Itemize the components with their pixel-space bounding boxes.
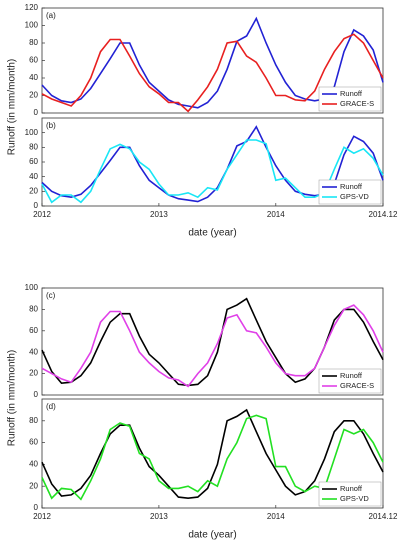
series-line: [41, 33, 384, 113]
y-tick-label: 100: [25, 21, 39, 30]
y-tick-label: 60: [29, 326, 38, 335]
legend-label: GPS-VD: [340, 494, 369, 503]
x-tick-label: 2014: [267, 512, 285, 521]
legend-label: GRACE-S: [340, 99, 374, 108]
y-tick-label: 40: [29, 73, 38, 82]
y-tick-label: 100: [25, 128, 39, 137]
y-tick-label: 80: [29, 142, 38, 151]
y-tick-label: 120: [25, 3, 39, 12]
y-tick-label: 60: [29, 157, 38, 166]
series-line: [41, 304, 384, 388]
x-tick-label: 2014.12: [369, 210, 398, 219]
y-tick-label: 40: [29, 347, 38, 356]
x-tick-label: 2013: [150, 512, 168, 521]
panel-label: (d): [46, 402, 56, 411]
x-axis-label: date (year): [188, 228, 236, 239]
y-axis-label: Runoff (in mm/month): [7, 350, 18, 447]
x-tick-label: 2012: [33, 210, 51, 219]
y-tick-label: 80: [29, 38, 38, 47]
y-tick-label: 20: [29, 369, 38, 378]
panel-label: (b): [46, 121, 56, 130]
legend-box: [318, 481, 382, 507]
y-tick-label: 80: [29, 416, 38, 425]
legend-label: Runoff: [340, 484, 363, 493]
legend-label: GPS-VD: [340, 192, 369, 201]
legend-label: GRACE-S: [340, 381, 374, 390]
x-axis-label: date (year): [188, 530, 236, 541]
y-tick-label: 60: [29, 56, 38, 65]
legend-box: [318, 86, 382, 112]
plot-frame: [41, 398, 384, 509]
legend-box: [318, 368, 382, 394]
x-tick-label: 2014.12: [369, 512, 398, 521]
x-tick-label: 2014: [267, 210, 285, 219]
y-tick-label: 40: [29, 172, 38, 181]
series-line: [41, 408, 384, 500]
plot-frame: [41, 287, 384, 396]
y-tick-label: 60: [29, 438, 38, 447]
legend-label: Runoff: [340, 89, 363, 98]
y-tick-label: 20: [29, 91, 38, 100]
y-axis-label: Runoff (in mm/month): [7, 59, 18, 156]
y-tick-label: 80: [29, 305, 38, 314]
legend-label: Runoff: [340, 371, 363, 380]
y-tick-label: 20: [29, 186, 38, 195]
y-tick-label: 0: [34, 201, 39, 210]
y-tick-label: 0: [34, 390, 39, 399]
y-tick-label: 100: [25, 283, 39, 292]
y-tick-label: 0: [34, 503, 39, 512]
x-tick-label: 2013: [150, 210, 168, 219]
panel-label: (a): [46, 11, 56, 20]
y-tick-label: 0: [34, 108, 39, 117]
y-tick-label: 20: [29, 481, 38, 490]
panel-label: (c): [46, 291, 56, 300]
x-tick-label: 2012: [33, 512, 51, 521]
y-tick-label: 40: [29, 460, 38, 469]
legend-box: [318, 179, 382, 205]
legend-label: Runoff: [340, 182, 363, 191]
